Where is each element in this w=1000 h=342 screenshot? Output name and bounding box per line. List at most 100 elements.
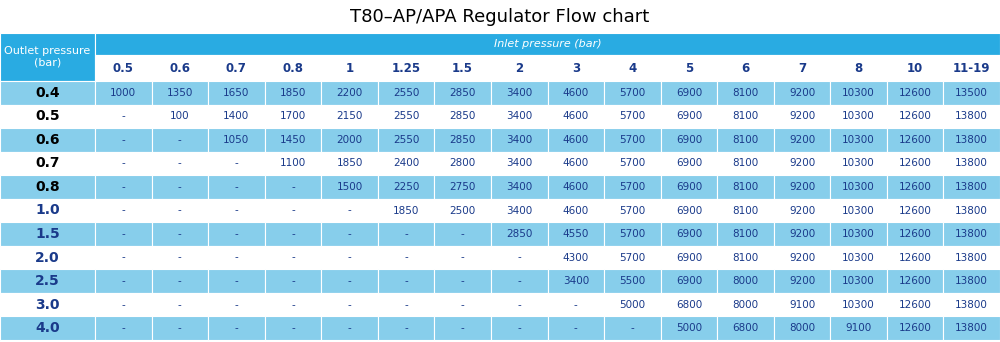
Bar (208, 293, 265, 316)
Text: 5700: 5700 (619, 88, 645, 98)
Text: -: - (178, 276, 182, 286)
Text: 12600: 12600 (899, 229, 932, 239)
Text: -: - (121, 300, 125, 310)
Text: 8000: 8000 (732, 276, 759, 286)
Text: -: - (178, 158, 182, 168)
Bar (830, 199, 887, 222)
Text: -: - (178, 182, 182, 192)
Text: -: - (404, 253, 408, 263)
Text: -: - (461, 253, 465, 263)
Bar (321, 199, 378, 222)
Bar (661, 293, 717, 316)
Bar (604, 105, 661, 128)
Text: 13800: 13800 (955, 111, 988, 121)
Bar (774, 316, 830, 340)
Bar (887, 152, 943, 175)
Text: 0.7: 0.7 (35, 156, 60, 170)
Bar (548, 269, 604, 293)
Bar (830, 128, 887, 152)
Text: 0.6: 0.6 (169, 62, 190, 75)
Text: -: - (461, 229, 465, 239)
Text: 1850: 1850 (336, 158, 363, 168)
Bar (321, 222, 378, 246)
Text: 10300: 10300 (842, 111, 875, 121)
Text: 10300: 10300 (842, 300, 875, 310)
Text: -: - (348, 276, 351, 286)
Text: 12600: 12600 (899, 206, 932, 215)
Bar (943, 222, 1000, 246)
Text: 6900: 6900 (676, 206, 702, 215)
Text: 6800: 6800 (732, 323, 759, 333)
Bar (0, 128, 95, 152)
Bar (717, 199, 774, 222)
Bar (152, 152, 208, 175)
Bar (491, 175, 548, 199)
Text: 8100: 8100 (732, 158, 759, 168)
Bar (548, 199, 604, 222)
Bar (887, 246, 943, 269)
Bar (887, 316, 943, 340)
Text: 9200: 9200 (789, 253, 815, 263)
Bar (774, 105, 830, 128)
Bar (152, 175, 208, 199)
Text: 3400: 3400 (563, 276, 589, 286)
Bar (830, 293, 887, 316)
Bar (491, 269, 548, 293)
Bar (548, 222, 604, 246)
Bar (95, 128, 152, 152)
Bar (830, 55, 887, 81)
Bar (604, 128, 661, 152)
Bar (265, 293, 321, 316)
Text: 1350: 1350 (167, 88, 193, 98)
Bar (434, 269, 491, 293)
Bar (378, 293, 434, 316)
Bar (661, 81, 717, 105)
Bar (321, 175, 378, 199)
Bar (208, 152, 265, 175)
Text: 2500: 2500 (450, 206, 476, 215)
Bar (774, 269, 830, 293)
Text: Inlet pressure (bar): Inlet pressure (bar) (494, 39, 601, 49)
Bar (265, 269, 321, 293)
Bar (265, 199, 321, 222)
Bar (434, 152, 491, 175)
Text: -: - (291, 276, 295, 286)
Bar (491, 128, 548, 152)
Bar (943, 128, 1000, 152)
Bar (604, 175, 661, 199)
Bar (943, 175, 1000, 199)
Text: 12600: 12600 (899, 300, 932, 310)
Bar (661, 55, 717, 81)
Text: -: - (235, 323, 238, 333)
Bar (152, 81, 208, 105)
Text: 2850: 2850 (449, 135, 476, 145)
Bar (434, 199, 491, 222)
Text: 4600: 4600 (563, 182, 589, 192)
Bar (717, 105, 774, 128)
Text: -: - (121, 323, 125, 333)
Bar (434, 81, 491, 105)
Bar (548, 128, 604, 152)
Text: 1400: 1400 (223, 111, 250, 121)
Bar (661, 222, 717, 246)
Bar (321, 269, 378, 293)
Text: 12600: 12600 (899, 88, 932, 98)
Bar (887, 81, 943, 105)
Text: -: - (235, 300, 238, 310)
Bar (548, 81, 604, 105)
Text: 2.5: 2.5 (35, 274, 60, 288)
Bar (604, 199, 661, 222)
Bar (208, 269, 265, 293)
Text: 12600: 12600 (899, 276, 932, 286)
Bar (434, 293, 491, 316)
Text: -: - (404, 300, 408, 310)
Bar (943, 293, 1000, 316)
Text: -: - (121, 182, 125, 192)
Bar (152, 55, 208, 81)
Text: -: - (178, 229, 182, 239)
Bar (548, 175, 604, 199)
Text: -: - (348, 206, 351, 215)
Text: 5: 5 (685, 62, 693, 75)
Text: 6900: 6900 (676, 135, 702, 145)
Text: 1100: 1100 (280, 158, 306, 168)
